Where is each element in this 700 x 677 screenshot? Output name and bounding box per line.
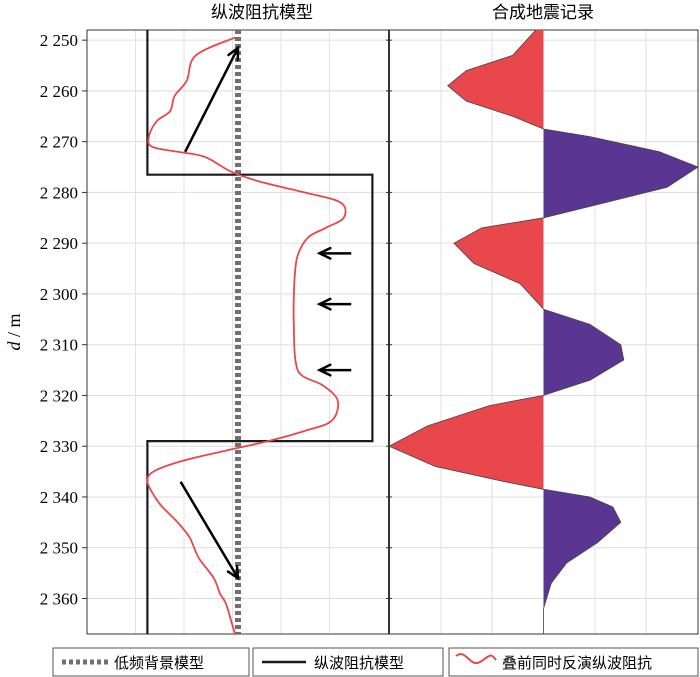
wiggle-positive-lobe xyxy=(543,129,698,218)
y-tick-label: 2 330 xyxy=(40,437,78,456)
wiggle-positive-lobe xyxy=(543,309,624,396)
legend-label-model: 纵波阻抗模型 xyxy=(314,654,404,672)
series-inversion-impedance xyxy=(146,36,347,634)
legend-swatch-inversion xyxy=(455,653,497,665)
y-tick-label: 2 350 xyxy=(40,539,78,558)
y-tick-label: 2 250 xyxy=(40,31,78,50)
wiggle-positive-lobe xyxy=(543,489,621,609)
y-tick-label: 2 310 xyxy=(40,336,78,355)
y-tick-label: 2 320 xyxy=(40,386,78,405)
wiggle-negative-lobe xyxy=(447,30,544,129)
y-axis-label: d / m xyxy=(4,313,24,350)
y-axis-ticks: 2 250 2 260 2 270 2 280 2 290 2 300 2 310 2 320… xyxy=(40,31,392,608)
panel-title-seismic: 合成地震记录 xyxy=(492,3,594,23)
annotation-arrow xyxy=(179,481,240,581)
y-tick-label: 2 360 xyxy=(40,589,78,608)
annotation-arrow xyxy=(316,363,352,377)
synthetic-seismogram xyxy=(389,30,698,634)
wiggle-negative-lobe xyxy=(389,395,544,490)
legend-label-background: 低频背景模型 xyxy=(114,654,204,672)
y-tick-label: 2 280 xyxy=(40,183,78,202)
series-impedance-model xyxy=(146,30,374,634)
y-tick-label: 2 270 xyxy=(40,133,78,152)
plot-frame xyxy=(86,29,699,635)
y-tick-label: 2 290 xyxy=(40,234,78,253)
annotation-arrow xyxy=(184,45,240,153)
grid-lines xyxy=(87,30,698,634)
impedance-panel xyxy=(146,30,374,634)
y-tick-label: 2 300 xyxy=(40,285,78,304)
panel-title-impedance: 纵波阻抗模型 xyxy=(211,3,313,23)
legend: 低频背景模型 纵波阻抗模型 叠前同时反演纵波阻抗 xyxy=(52,647,699,677)
legend-label-inversion: 叠前同时反演纵波阻抗 xyxy=(502,654,652,672)
legend-item-inversion xyxy=(448,647,699,677)
y-tick-label: 2 340 xyxy=(40,488,78,507)
wiggle-trace-line xyxy=(389,30,698,634)
annotation-arrow xyxy=(316,246,352,260)
y-tick-label: 2 260 xyxy=(40,82,78,101)
annotation-arrow xyxy=(316,297,352,311)
annotation-arrows xyxy=(179,45,352,581)
wiggle-negative-lobe xyxy=(453,217,544,310)
